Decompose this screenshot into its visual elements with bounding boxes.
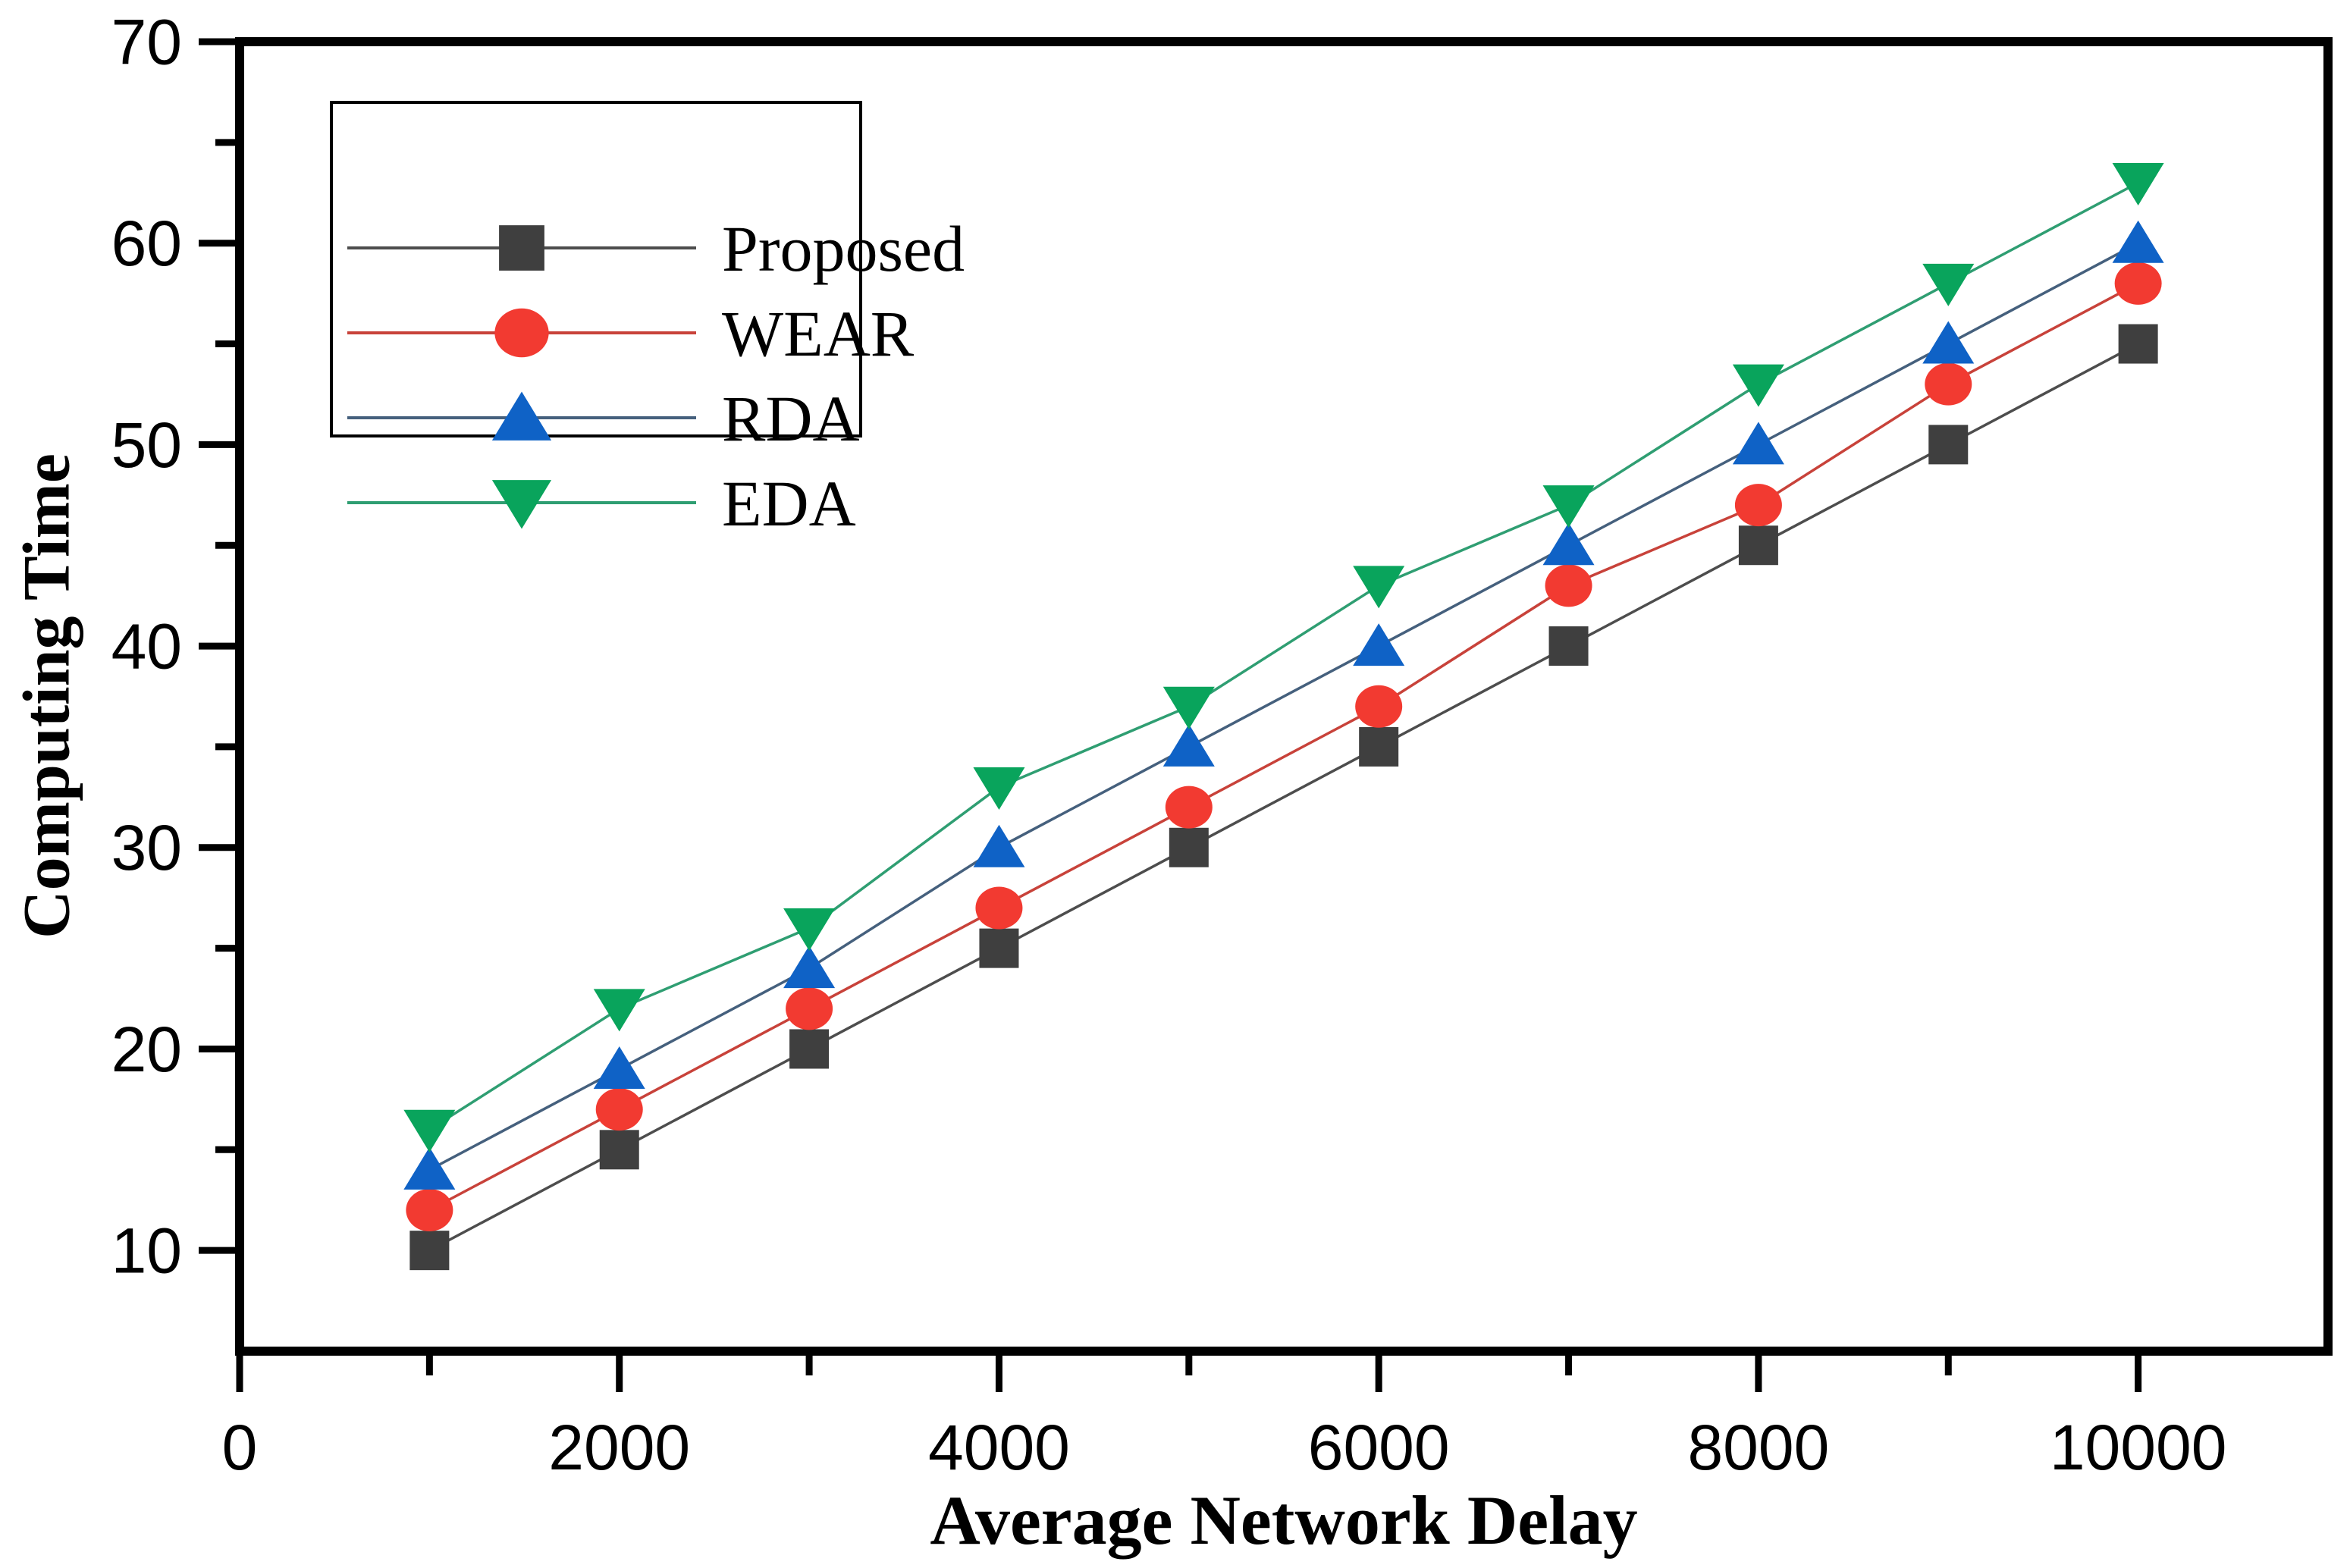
series-line bbox=[428, 242, 2139, 1171]
circle-marker bbox=[595, 1088, 643, 1131]
x-tick-label: 6000 bbox=[1308, 1412, 1450, 1483]
triangle-up-marker bbox=[1542, 522, 1595, 566]
x-tick-label: 2000 bbox=[548, 1412, 690, 1483]
legend-label: Proposed bbox=[722, 212, 965, 285]
triangle-down-marker bbox=[783, 908, 836, 952]
triangle-down-marker bbox=[593, 989, 645, 1032]
square-marker bbox=[499, 225, 544, 271]
legend-box bbox=[330, 101, 862, 437]
triangle-down-marker bbox=[1353, 566, 1405, 609]
square-marker bbox=[599, 1130, 639, 1170]
legend-item-proposed: Proposed bbox=[347, 212, 965, 285]
y-axis: 10 20 30 40 50 60 70 bbox=[111, 6, 235, 1287]
triangle-down-marker bbox=[2112, 162, 2164, 205]
triangle-up-marker bbox=[1732, 422, 1784, 465]
triangle-down-marker bbox=[403, 1109, 456, 1152]
legend-item-wear: WEAR bbox=[347, 297, 915, 370]
triangle-up-marker bbox=[783, 946, 836, 989]
triangle-down-marker bbox=[491, 480, 552, 529]
triangle-up-marker bbox=[1353, 623, 1405, 666]
y-tick-label: 70 bbox=[111, 6, 182, 77]
plot-frame bbox=[235, 37, 2333, 1356]
y-tick-label: 60 bbox=[111, 208, 182, 279]
square-marker bbox=[789, 1029, 830, 1069]
circle-marker bbox=[406, 1189, 453, 1232]
y-axis-title: Computing Time bbox=[10, 453, 84, 939]
legend-label: RDA bbox=[722, 382, 860, 455]
square-marker bbox=[1359, 726, 1399, 767]
triangle-up-marker bbox=[491, 391, 552, 441]
y-tick-label: 20 bbox=[111, 1014, 182, 1085]
square-marker bbox=[1548, 626, 1589, 666]
square-marker bbox=[2118, 324, 2158, 364]
y-tick-label: 10 bbox=[111, 1215, 182, 1287]
legend: Proposed WEAR RDA EDA bbox=[330, 101, 965, 540]
square-marker bbox=[1169, 827, 1209, 867]
circle-marker bbox=[1925, 362, 1972, 406]
y-tick-label: 30 bbox=[111, 812, 182, 883]
square-marker bbox=[1738, 525, 1778, 566]
triangle-down-marker bbox=[1162, 686, 1215, 729]
triangle-up-marker bbox=[593, 1046, 645, 1090]
circle-marker bbox=[1355, 685, 1403, 728]
triangle-down-marker bbox=[1922, 263, 1975, 306]
series-line bbox=[428, 282, 2139, 1212]
triangle-up-marker bbox=[2112, 220, 2164, 263]
series-rda bbox=[403, 220, 2164, 1190]
triangle-up-marker bbox=[403, 1146, 456, 1190]
series-line bbox=[428, 181, 2139, 1131]
square-marker bbox=[979, 928, 1019, 968]
legend-label: WEAR bbox=[722, 297, 915, 370]
legend-label: EDA bbox=[722, 467, 856, 540]
legend-item-rda: RDA bbox=[347, 382, 860, 455]
triangle-up-marker bbox=[973, 824, 1025, 867]
series-line bbox=[428, 342, 2139, 1252]
x-tick-label: 8000 bbox=[1687, 1412, 1829, 1483]
circle-marker bbox=[1734, 484, 1782, 527]
series-eda bbox=[403, 162, 2164, 1152]
x-axis-title: Average Network Delay bbox=[930, 1482, 1638, 1559]
y-tick-label: 40 bbox=[111, 610, 182, 682]
series-wear bbox=[406, 262, 2162, 1232]
circle-marker bbox=[2114, 262, 2162, 305]
circle-marker bbox=[1545, 564, 1592, 607]
triangle-up-marker bbox=[1162, 723, 1215, 767]
x-tick-label: 0 bbox=[222, 1412, 258, 1483]
square-marker bbox=[1928, 425, 1969, 465]
circle-marker bbox=[1165, 786, 1213, 829]
circle-marker bbox=[494, 308, 549, 358]
triangle-down-marker bbox=[973, 767, 1025, 811]
x-tick-label: 10000 bbox=[2050, 1412, 2227, 1483]
square-marker bbox=[409, 1231, 450, 1271]
legend-item-eda: EDA bbox=[347, 467, 856, 540]
circle-marker bbox=[786, 987, 833, 1030]
series-proposed bbox=[409, 324, 2158, 1271]
circle-marker bbox=[975, 886, 1023, 930]
triangle-down-marker bbox=[1542, 485, 1595, 528]
x-axis: 0 2000 4000 6000 8000 10000 bbox=[222, 1356, 2227, 1483]
y-tick-label: 50 bbox=[111, 409, 182, 481]
triangle-down-marker bbox=[1732, 364, 1784, 407]
x-tick-label: 4000 bbox=[928, 1412, 1070, 1483]
triangle-up-marker bbox=[1922, 321, 1975, 364]
